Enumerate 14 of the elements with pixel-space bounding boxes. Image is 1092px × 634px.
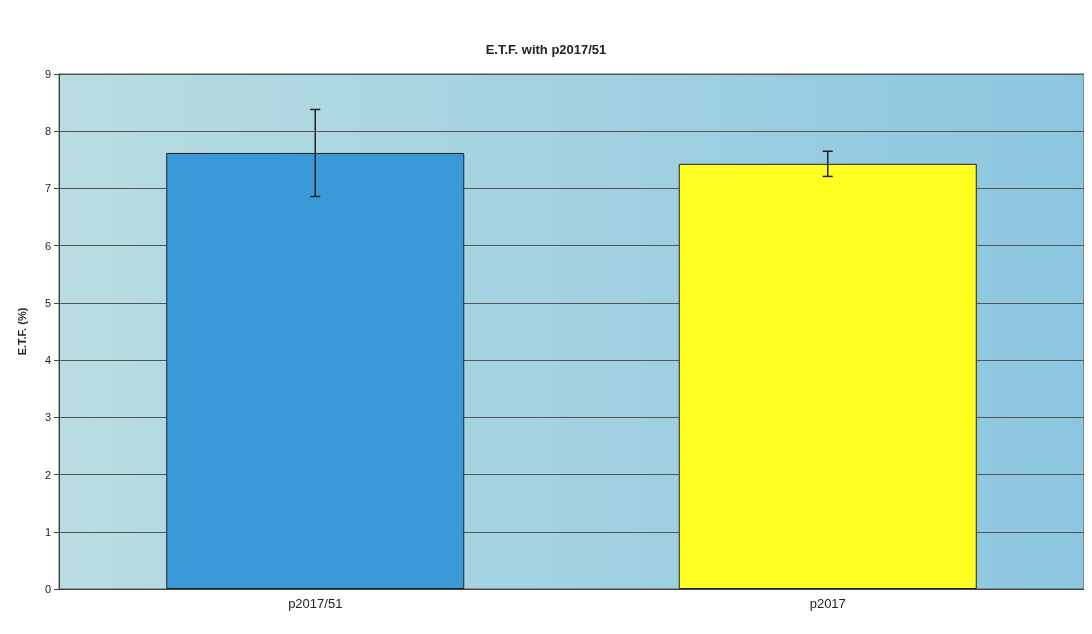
x-tick-label: p2017/51 xyxy=(288,596,343,611)
chart-title: E.T.F. with p2017/51 xyxy=(485,42,607,57)
y-tick-label: 5 xyxy=(44,296,51,309)
y-tick-label: 1 xyxy=(44,525,51,538)
y-tick-label: 0 xyxy=(44,583,51,595)
x-tick-label: p2017 xyxy=(809,596,846,611)
y-axis-title: E.T.F. (%) xyxy=(15,307,28,356)
y-tick-label: 7 xyxy=(44,182,51,195)
y-tick-label: 6 xyxy=(44,239,51,252)
y-tick-label: 4 xyxy=(44,354,51,367)
y-tick-label: 8 xyxy=(44,125,51,138)
y-tick-label: 9 xyxy=(44,68,51,80)
y-tick-label: 2 xyxy=(44,468,51,481)
y-tick-label: 3 xyxy=(44,411,51,424)
